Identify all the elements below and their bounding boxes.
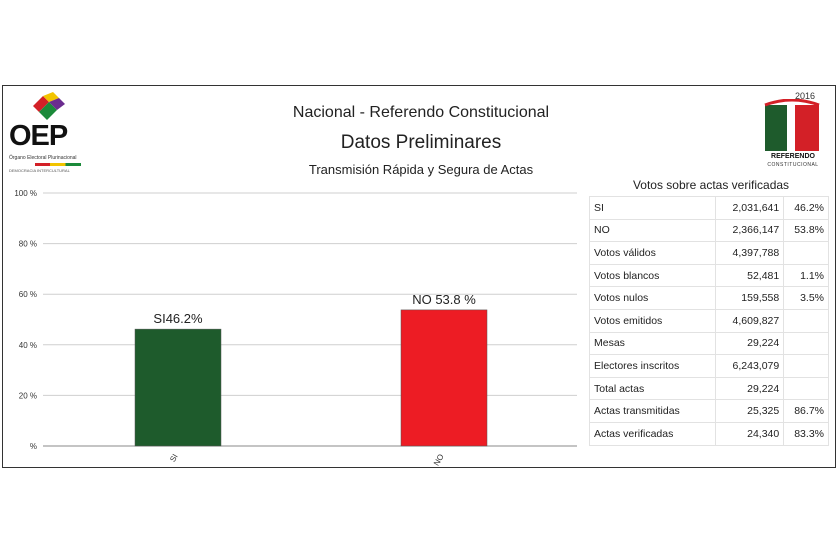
- x-category-label: SI: [168, 453, 180, 464]
- bar-value-label: SI46.2%: [153, 311, 203, 326]
- row-label: Actas verificadas: [589, 421, 716, 446]
- row-percent: [783, 308, 829, 333]
- row-value: 2,031,641: [714, 196, 785, 220]
- row-label: SI: [589, 196, 716, 220]
- row-percent: [783, 241, 829, 265]
- row-value: 4,397,788: [714, 241, 785, 265]
- table-row: Mesas 29,224: [589, 331, 829, 356]
- y-tick-label: 20 %: [19, 391, 37, 400]
- table-heading: Votos sobre actas verificadas: [632, 178, 790, 192]
- row-value: 29,224: [714, 376, 785, 401]
- table-row: Total actas 29,224: [589, 376, 829, 401]
- row-percent: [783, 376, 829, 401]
- y-tick-label: 60 %: [19, 290, 37, 299]
- row-value: 2,366,147: [714, 218, 785, 243]
- row-label: Votos nulos: [589, 286, 716, 310]
- referendo-logo: 2016 REFERENDO CONSTITUCIONAL: [759, 91, 827, 171]
- x-category-label: NO: [432, 453, 446, 468]
- oep-subtitle: Órgano Electoral Plurinacional: [9, 155, 77, 161]
- row-percent: [783, 354, 829, 378]
- table-row: Electores inscritos 6,243,079: [589, 354, 829, 378]
- referendo-emblem-icon: [764, 99, 820, 151]
- row-label: Mesas: [589, 331, 716, 356]
- row-percent: 83.3%: [783, 421, 829, 446]
- row-value: 6,243,079: [714, 354, 785, 378]
- y-tick-label: 100 %: [14, 189, 37, 198]
- y-tick-label: %: [30, 442, 37, 451]
- bar-si: [134, 328, 222, 447]
- oep-logo: OEP Órgano Electoral Plurinacional DEMOC…: [9, 92, 93, 173]
- page-title: Nacional - Referendo Constitucional: [292, 104, 550, 121]
- table-row: Votos blancos 52,481 1.1%: [589, 263, 829, 288]
- row-value: 52,481: [714, 263, 785, 288]
- row-label: NO: [589, 218, 716, 243]
- row-percent: 53.8%: [783, 218, 829, 243]
- row-percent: 86.7%: [783, 399, 829, 423]
- row-label: Votos blancos: [589, 263, 716, 288]
- row-percent: 46.2%: [783, 196, 829, 220]
- row-label: Votos válidos: [589, 241, 716, 265]
- report-panel: OEP Órgano Electoral Plurinacional DEMOC…: [2, 85, 836, 468]
- oep-acronym: OEP: [9, 120, 68, 152]
- row-label: Total actas: [589, 376, 716, 401]
- referendo-line2: CONSTITUCIONAL: [767, 162, 819, 168]
- row-percent: [783, 331, 829, 356]
- row-value: 24,340: [714, 421, 785, 446]
- table-row: NO 2,366,147 53.8%: [589, 218, 829, 243]
- table-row: Votos válidos 4,397,788: [589, 241, 829, 265]
- row-label: Actas transmitidas: [589, 399, 716, 423]
- oep-color-bar: [35, 163, 81, 166]
- referendo-year: 2016: [794, 91, 815, 101]
- row-value: 25,325: [714, 399, 785, 423]
- table-row: Votos nulos 159,558 3.5%: [589, 286, 829, 310]
- row-percent: 1.1%: [783, 263, 829, 288]
- row-value: 159,558: [714, 286, 785, 310]
- y-tick-label: 40 %: [19, 341, 37, 350]
- y-tick-label: 80 %: [19, 240, 37, 249]
- referendo-line1: REFERENDO: [771, 153, 815, 160]
- oep-tagline: DEMOCRACIA INTERCULTURAL: [9, 168, 70, 173]
- table-row: Votos emitidos 4,609,827: [589, 308, 829, 333]
- bar-no: [400, 309, 488, 447]
- row-percent: 3.5%: [783, 286, 829, 310]
- results-bar-chart: %20 %40 %60 %80 %100 % SI46.2%NO 53.8 % …: [14, 189, 577, 468]
- row-label: Electores inscritos: [589, 354, 716, 378]
- row-label: Votos emitidos: [589, 308, 716, 333]
- results-table: SI 2,031,641 46.2% NO 2,366,147 53.8% Votos vá…: [589, 196, 829, 446]
- row-value: 29,224: [714, 331, 785, 356]
- table-row: Actas transmitidas 25,325 86.7%: [589, 399, 829, 423]
- row-value: 4,609,827: [714, 308, 785, 333]
- page-caption: Transmisión Rápida y Segura de Actas: [308, 162, 534, 177]
- table-row: Actas verificadas 24,340 83.3%: [589, 421, 829, 446]
- bar-value-label: NO 53.8 %: [412, 292, 476, 307]
- page-subtitle: Datos Preliminares: [340, 132, 502, 153]
- table-row: SI 2,031,641 46.2%: [589, 196, 829, 220]
- oep-emblem-icon: [33, 92, 65, 120]
